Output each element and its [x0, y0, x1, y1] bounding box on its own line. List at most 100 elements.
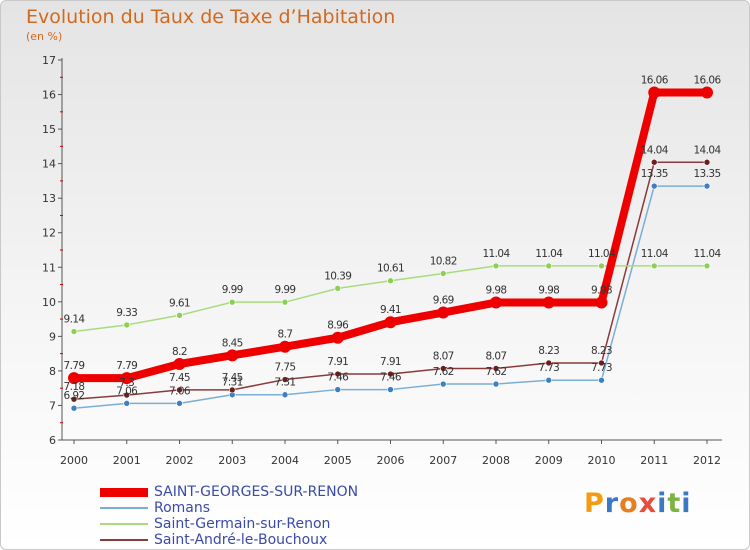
data-label: 7.62 — [433, 366, 454, 378]
data-point — [123, 391, 131, 399]
y-tick-label: 17 — [42, 54, 56, 67]
data-point — [120, 372, 133, 385]
data-point — [650, 158, 658, 166]
data-point — [439, 270, 447, 277]
logo-letter: r — [604, 488, 620, 519]
data-label: 11.04 — [693, 248, 721, 260]
chart-title: Evolution du Taux de Taxe d’Habitation — [26, 6, 396, 28]
data-point — [176, 386, 183, 394]
data-label: 9.69 — [433, 295, 454, 307]
data-point — [68, 372, 80, 385]
x-tick-label: 2008 — [482, 454, 510, 467]
data-label: 7.45 — [169, 372, 190, 384]
data-label: 8.2 — [172, 346, 187, 358]
data-label: 10.39 — [324, 270, 351, 282]
data-point — [648, 86, 661, 99]
data-label: 8.7 — [278, 329, 293, 341]
data-point — [492, 380, 500, 388]
logo-letter: t — [667, 488, 682, 519]
y-tick-label: 8 — [49, 365, 56, 378]
x-tick-label: 2004 — [271, 454, 299, 467]
data-label: 7.79 — [116, 360, 137, 372]
data-label: 7.31 — [275, 377, 296, 389]
x-tick-label: 2002 — [166, 454, 194, 467]
x-tick-label: 2012 — [693, 454, 721, 467]
data-point — [490, 296, 502, 309]
legend-label: SAINT-GEORGES-SUR-RENON — [154, 484, 359, 500]
y-tick-label: 15 — [42, 123, 56, 136]
data-point — [279, 340, 291, 353]
data-point — [703, 262, 711, 270]
data-label: 9.33 — [116, 307, 137, 319]
data-point — [70, 404, 78, 412]
data-point — [650, 262, 658, 270]
data-point — [334, 370, 342, 378]
data-label: 13.35 — [641, 168, 668, 180]
data-point — [595, 296, 608, 309]
data-point — [387, 277, 394, 285]
logo-letter: x — [638, 488, 658, 519]
data-point — [226, 349, 239, 362]
data-point — [281, 298, 289, 306]
logo-letter: i — [657, 488, 668, 519]
data-point — [650, 182, 658, 190]
y-tick-label: 6 — [49, 434, 56, 447]
chart-unit: (en %) — [26, 30, 63, 43]
data-point — [542, 296, 555, 309]
y-tick-label: 9 — [49, 330, 56, 343]
data-label: 8.45 — [222, 337, 243, 349]
data-point — [492, 262, 500, 270]
data-point — [545, 376, 553, 384]
data-label: 7.79 — [64, 360, 85, 372]
data-point — [176, 400, 183, 407]
data-label: 7.06 — [116, 385, 138, 397]
x-tick-label: 2000 — [60, 454, 88, 467]
legend-label: Saint-André-le-Bouchoux — [154, 532, 328, 548]
data-point — [334, 285, 342, 292]
data-point — [387, 386, 394, 393]
x-tick-label: 2005 — [324, 454, 352, 467]
x-tick-label: 2001 — [113, 454, 141, 467]
data-point — [331, 331, 344, 344]
data-label: 7.18 — [64, 381, 85, 393]
x-tick-label: 2009 — [535, 454, 563, 467]
data-label: 8.23 — [538, 345, 559, 357]
data-label: 6.92 — [64, 390, 85, 402]
data-label: 8.07 — [486, 350, 507, 362]
data-point — [173, 358, 186, 370]
data-label: 7.73 — [591, 362, 612, 374]
data-label: 13.35 — [693, 168, 720, 180]
data-label: 7.91 — [380, 356, 401, 368]
logo-letter: P — [584, 488, 605, 519]
data-label: 9.99 — [222, 284, 243, 296]
data-label: 11.04 — [535, 248, 563, 260]
y-tick-label: 12 — [42, 227, 56, 240]
data-point — [123, 400, 131, 407]
data-point — [701, 86, 713, 99]
data-point — [384, 316, 397, 329]
data-label: 7.46 — [380, 372, 402, 384]
data-label: 10.82 — [430, 255, 457, 267]
data-point — [70, 395, 78, 403]
data-point — [545, 359, 553, 367]
legend-swatch — [100, 539, 148, 541]
y-tick-label: 14 — [42, 158, 56, 171]
data-label: 9.98 — [538, 285, 559, 297]
data-point — [437, 306, 450, 319]
data-label: 7.62 — [486, 366, 507, 378]
y-tick-label: 13 — [42, 192, 56, 205]
legend-label: Saint-Germain-sur-Renon — [154, 516, 331, 532]
data-point — [281, 391, 289, 399]
data-label: 9.98 — [486, 285, 507, 297]
data-label: 11.04 — [588, 248, 616, 260]
proxiti-logo: Proxiti — [584, 488, 692, 519]
data-point — [176, 311, 183, 319]
legend-swatch — [100, 523, 148, 525]
data-label: 16.06 — [641, 74, 669, 86]
series-line — [70, 88, 711, 383]
legend-swatch — [100, 487, 148, 497]
x-tick-label: 2003 — [218, 454, 246, 467]
x-tick-label: 2011 — [640, 454, 668, 467]
data-point — [70, 328, 78, 335]
